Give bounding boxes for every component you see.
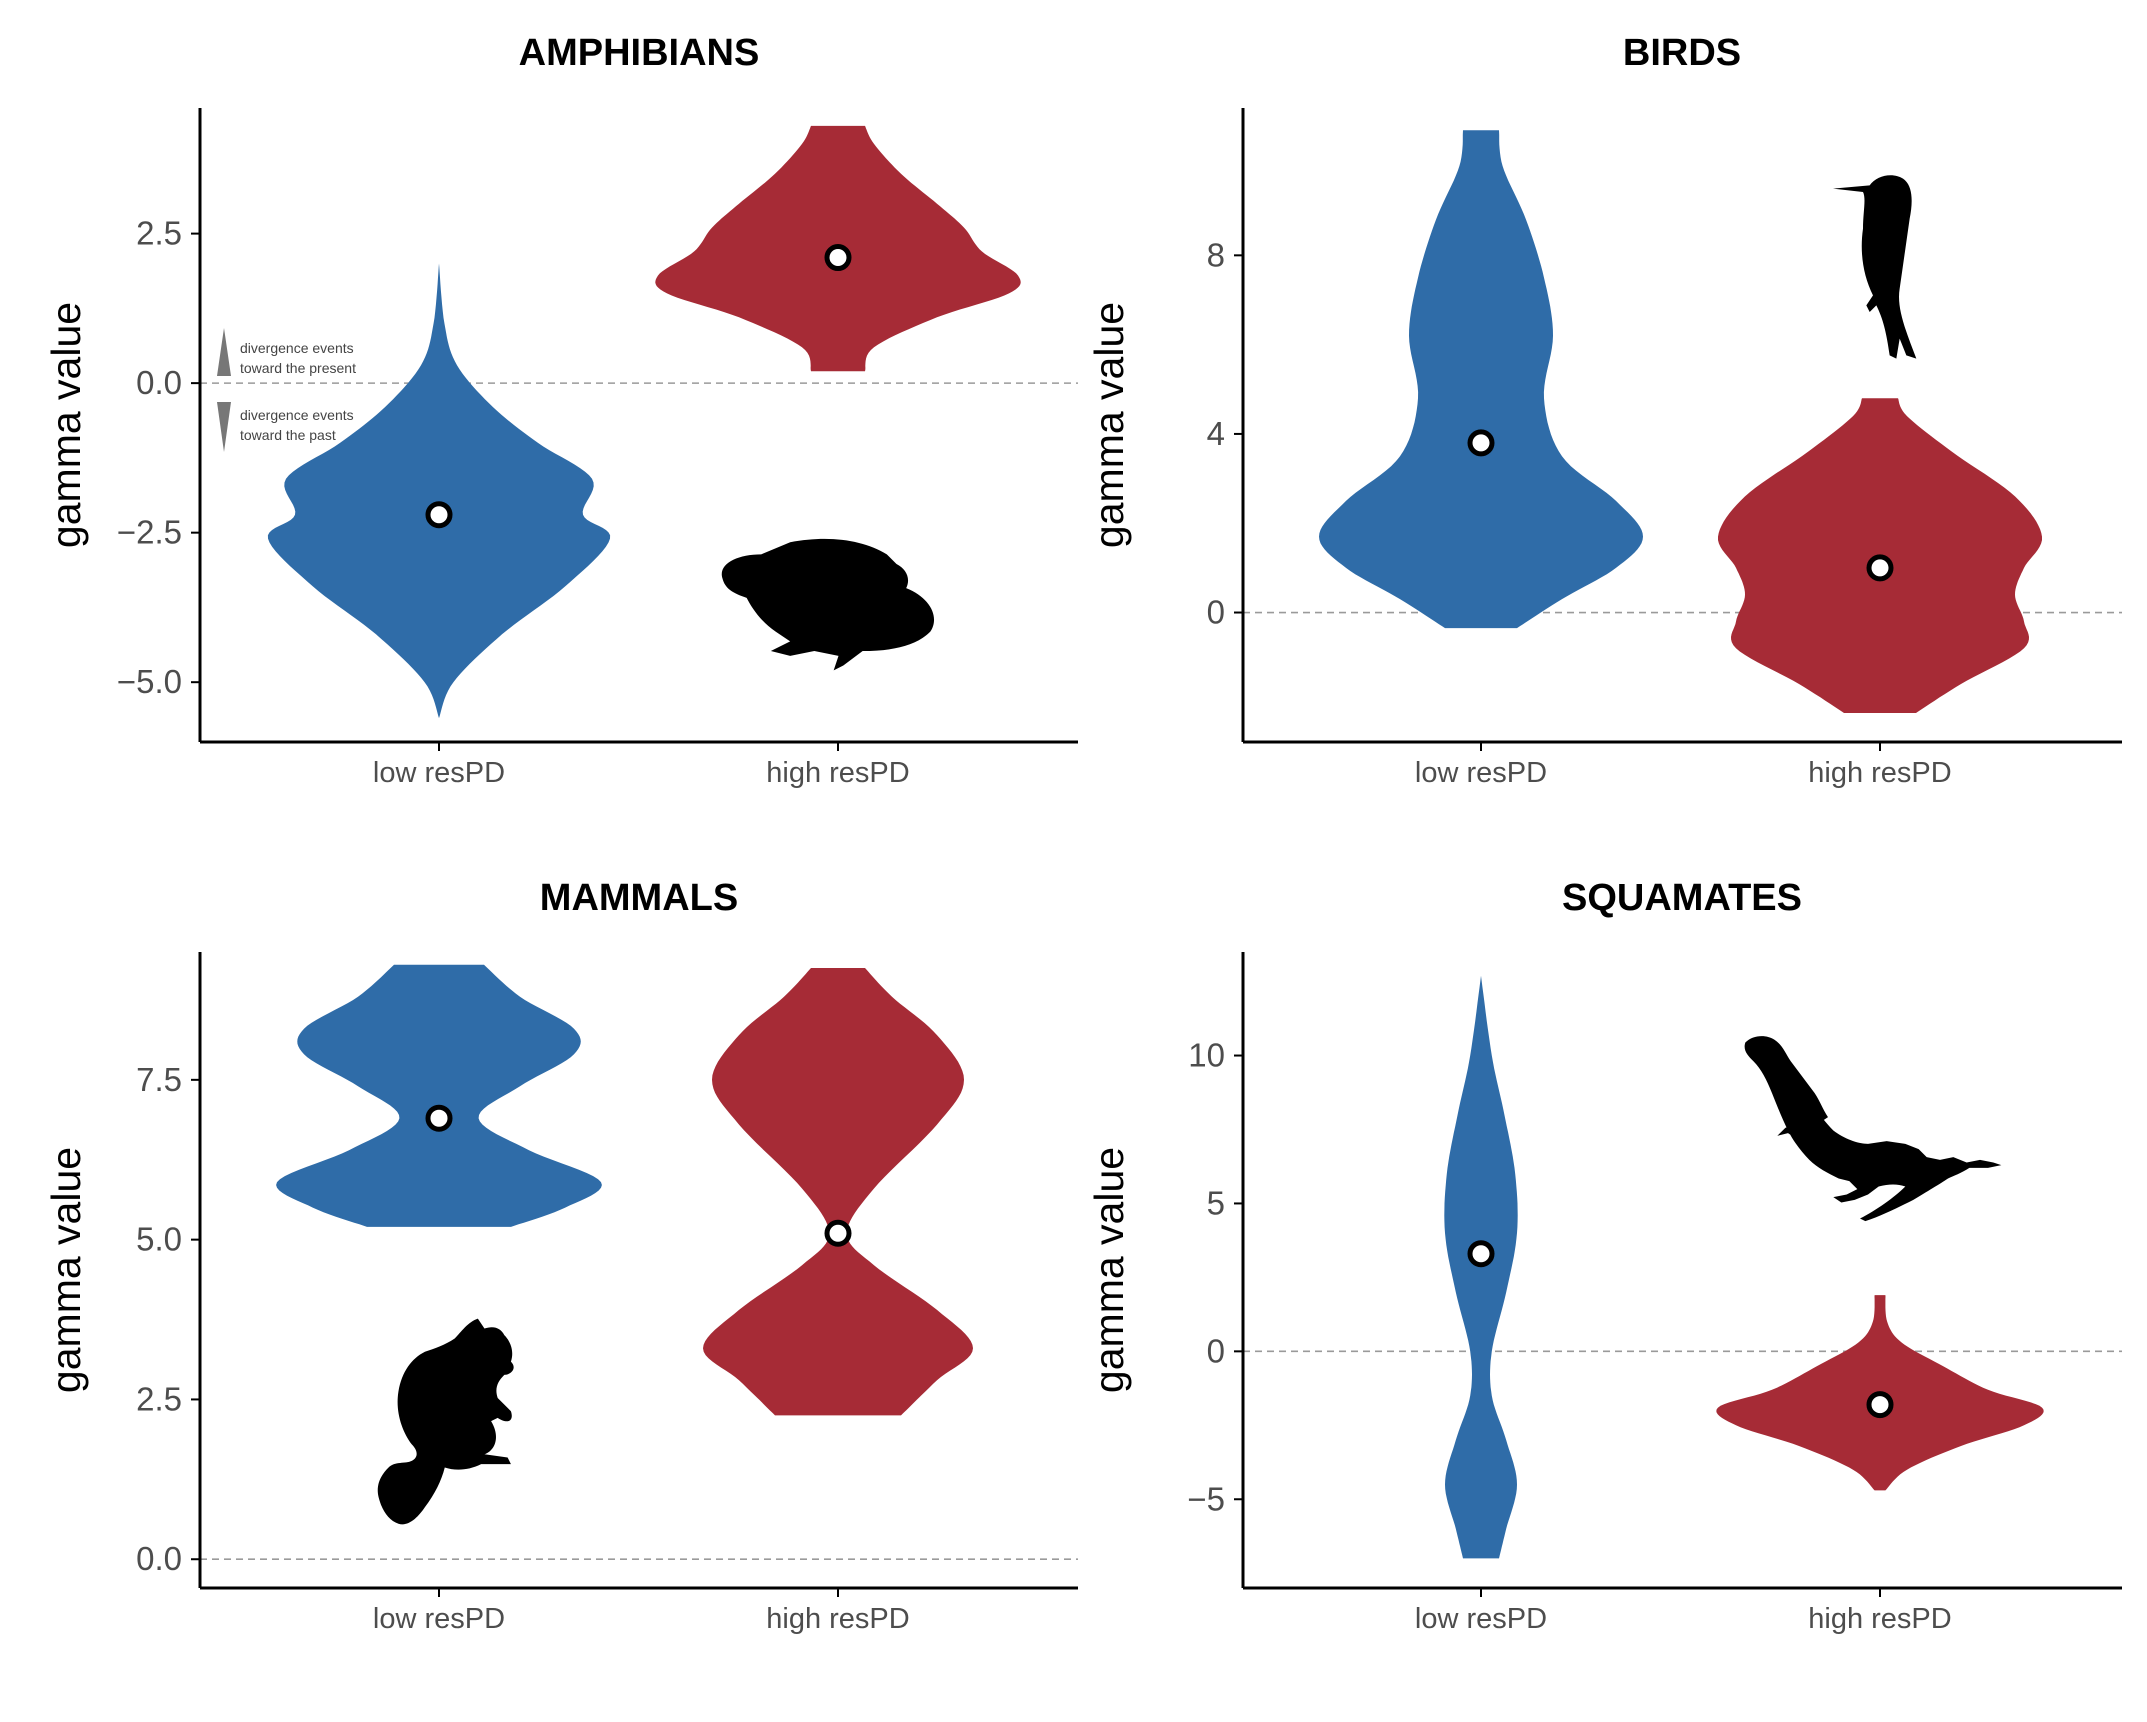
- annotation-text: toward the past: [240, 427, 336, 443]
- frog-silhouette-icon: [721, 538, 935, 671]
- median-point: [1866, 554, 1894, 582]
- y-axis-label: gamma value: [43, 1147, 89, 1393]
- y-tick-label: 2.5: [136, 1380, 182, 1417]
- violin-low-respd: [276, 964, 602, 1227]
- median-point: [1467, 1240, 1495, 1268]
- annotation-text: divergence events: [240, 407, 354, 423]
- y-tick-label: 5: [1207, 1184, 1225, 1221]
- panel-amphibians: AMPHIBIANS gamma value 2.5 0.0 −2.5 −5.0 low r…: [43, 32, 1078, 789]
- y-tick-label: −2.5: [117, 514, 182, 551]
- down-arrow-icon: [217, 402, 231, 452]
- y-axis-label: gamma value: [43, 302, 89, 548]
- x-tick-label: low resPD: [373, 757, 505, 789]
- x-tick-label: high resPD: [766, 1603, 909, 1635]
- panel-title: MAMMALS: [540, 877, 738, 919]
- y-tick-label: 4: [1207, 415, 1225, 452]
- y-tick-label: 8: [1207, 236, 1225, 273]
- y-axis-label: gamma value: [1086, 302, 1132, 548]
- y-axis-label: gamma value: [1086, 1147, 1132, 1393]
- median-point: [1866, 1391, 1894, 1419]
- panel-title: SQUAMATES: [1562, 877, 1802, 919]
- lizard-silhouette-icon: [1744, 1036, 2002, 1222]
- divergence-annotation: divergence events toward the present diver…: [217, 328, 356, 452]
- violin-high-respd: [703, 968, 973, 1416]
- up-arrow-icon: [217, 328, 231, 376]
- y-tick-label: 0.0: [136, 364, 182, 401]
- median-point: [425, 1104, 453, 1132]
- y-tick-label: 7.5: [136, 1061, 182, 1098]
- y-tick-label: 0: [1207, 594, 1225, 631]
- y-tick-label: 0.0: [136, 1540, 182, 1577]
- y-tick-label: 2.5: [136, 215, 182, 252]
- x-tick-label: low resPD: [373, 1603, 505, 1635]
- panel-birds: BIRDS gamma value 8 4 0 low resPD high resPD: [1086, 32, 2122, 789]
- panel-mammals: MAMMALS gamma value 7.5 5.0 2.5 0.0 low resPD h…: [43, 877, 1078, 1635]
- panel-title: BIRDS: [1623, 32, 1741, 74]
- y-tick-label: 5.0: [136, 1221, 182, 1258]
- squirrel-silhouette-icon: [377, 1318, 514, 1525]
- x-tick-label: high resPD: [1808, 1603, 1951, 1635]
- x-tick-label: low resPD: [1415, 1603, 1547, 1635]
- median-point: [824, 244, 852, 272]
- panel-title: AMPHIBIANS: [519, 32, 760, 74]
- panel-squamates: SQUAMATES gamma value 10 5 0 −5 low resPD high …: [1086, 877, 2122, 1635]
- y-tick-label: 10: [1188, 1037, 1225, 1074]
- x-tick-label: high resPD: [766, 757, 909, 789]
- annotation-text: toward the present: [240, 360, 356, 376]
- y-tick-label: −5: [1187, 1480, 1225, 1517]
- median-point: [824, 1219, 852, 1247]
- annotation-text: divergence events: [240, 340, 354, 356]
- median-point: [425, 501, 453, 529]
- x-tick-label: low resPD: [1415, 757, 1547, 789]
- y-tick-label: 0: [1207, 1332, 1225, 1369]
- violin-low-respd: [1319, 130, 1643, 629]
- violin-low-respd: [267, 263, 611, 719]
- x-tick-label: high resPD: [1808, 757, 1951, 789]
- bird-silhouette-icon: [1833, 175, 1917, 359]
- y-tick-label: −5.0: [117, 663, 182, 700]
- median-point: [1467, 429, 1495, 457]
